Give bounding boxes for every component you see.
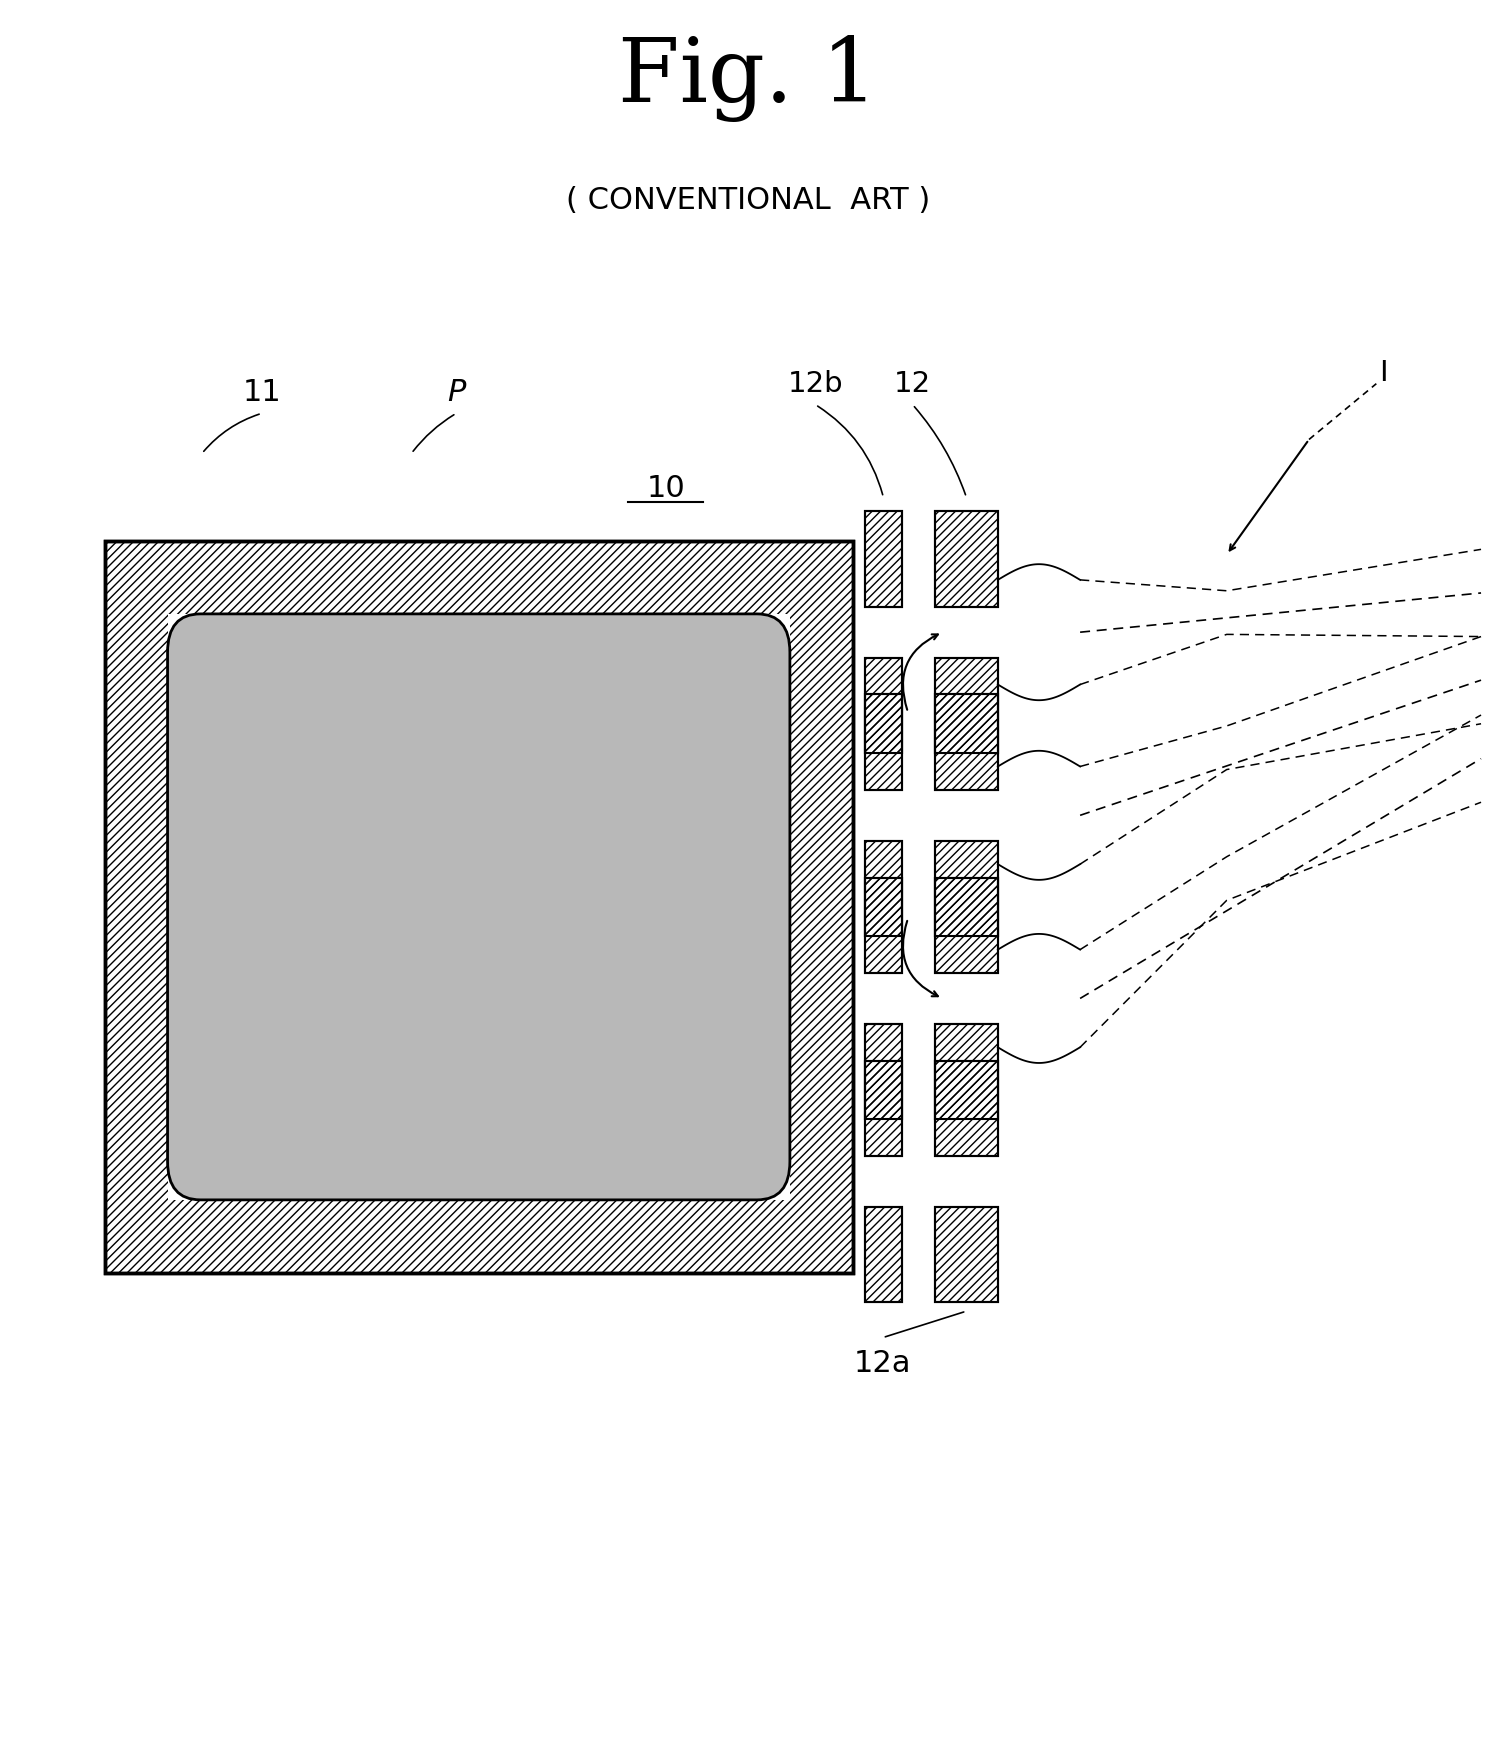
- Bar: [935, 1024, 998, 1120]
- Bar: [865, 877, 902, 973]
- Bar: [935, 694, 998, 790]
- Bar: [865, 841, 902, 937]
- Bar: [935, 1060, 998, 1156]
- Bar: [865, 1060, 902, 1156]
- Bar: [935, 1207, 998, 1303]
- Text: 11: 11: [242, 378, 281, 406]
- Bar: [935, 657, 998, 753]
- Bar: [865, 1207, 902, 1303]
- Bar: [935, 841, 998, 937]
- Bar: [935, 1024, 998, 1120]
- Bar: [865, 694, 902, 790]
- Bar: [935, 877, 998, 973]
- Text: 10: 10: [646, 474, 685, 502]
- Bar: [935, 694, 998, 790]
- Bar: [168, 614, 790, 1200]
- Bar: [935, 1060, 998, 1156]
- Bar: [935, 841, 998, 937]
- Bar: [865, 1024, 902, 1120]
- Text: P: P: [447, 378, 465, 406]
- Text: I: I: [1379, 359, 1388, 387]
- Text: Fig. 1: Fig. 1: [618, 35, 878, 122]
- Bar: [865, 841, 902, 937]
- Bar: [865, 1024, 902, 1120]
- Bar: [865, 694, 902, 790]
- Bar: [865, 1060, 902, 1156]
- Bar: [865, 657, 902, 753]
- Bar: [935, 511, 998, 607]
- Bar: [935, 511, 998, 607]
- Text: 12a: 12a: [854, 1350, 911, 1378]
- Bar: [865, 877, 902, 973]
- Bar: [865, 511, 902, 607]
- Bar: [865, 657, 902, 753]
- Bar: [935, 877, 998, 973]
- Bar: [865, 511, 902, 607]
- Bar: [865, 1207, 902, 1303]
- Bar: [105, 541, 853, 1273]
- Text: 12b: 12b: [787, 370, 844, 398]
- Text: 12: 12: [895, 370, 931, 398]
- Bar: [935, 1207, 998, 1303]
- FancyBboxPatch shape: [168, 614, 790, 1200]
- Text: ( CONVENTIONAL  ART ): ( CONVENTIONAL ART ): [565, 187, 931, 215]
- Bar: [105, 541, 853, 1273]
- Bar: [935, 657, 998, 753]
